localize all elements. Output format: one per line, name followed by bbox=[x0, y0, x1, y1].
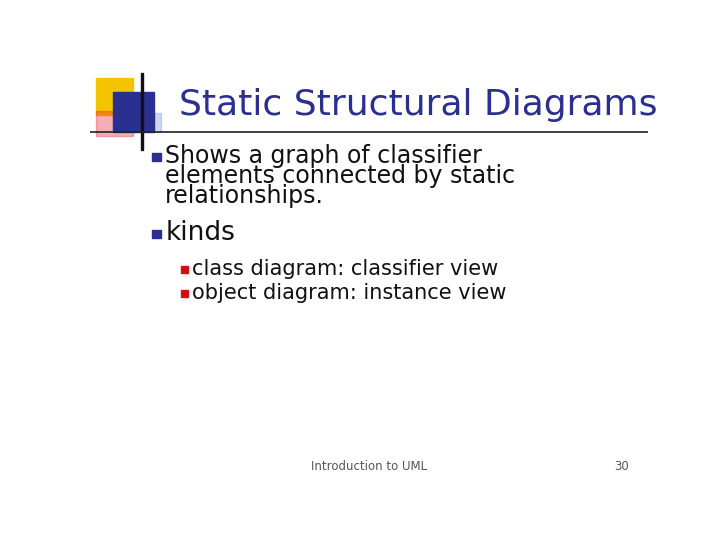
Bar bbox=[141, 72, 143, 150]
Bar bbox=[96, 111, 133, 136]
Bar bbox=[181, 266, 188, 273]
Bar bbox=[113, 92, 153, 132]
Text: class diagram: classifier view: class diagram: classifier view bbox=[192, 259, 498, 279]
Text: Static Structural Diagrams: Static Structural Diagrams bbox=[179, 88, 657, 122]
Text: kinds: kinds bbox=[165, 220, 235, 246]
Text: Shows a graph of classifier: Shows a graph of classifier bbox=[165, 144, 482, 168]
Bar bbox=[181, 291, 188, 298]
Text: relationships.: relationships. bbox=[165, 185, 324, 208]
Text: Introduction to UML: Introduction to UML bbox=[311, 460, 427, 473]
Text: object diagram: instance view: object diagram: instance view bbox=[192, 284, 506, 303]
Bar bbox=[152, 153, 161, 161]
Text: 30: 30 bbox=[614, 460, 629, 473]
Bar bbox=[153, 112, 161, 132]
Bar bbox=[96, 78, 133, 115]
Bar bbox=[152, 230, 161, 238]
Text: elements connected by static: elements connected by static bbox=[165, 165, 516, 188]
